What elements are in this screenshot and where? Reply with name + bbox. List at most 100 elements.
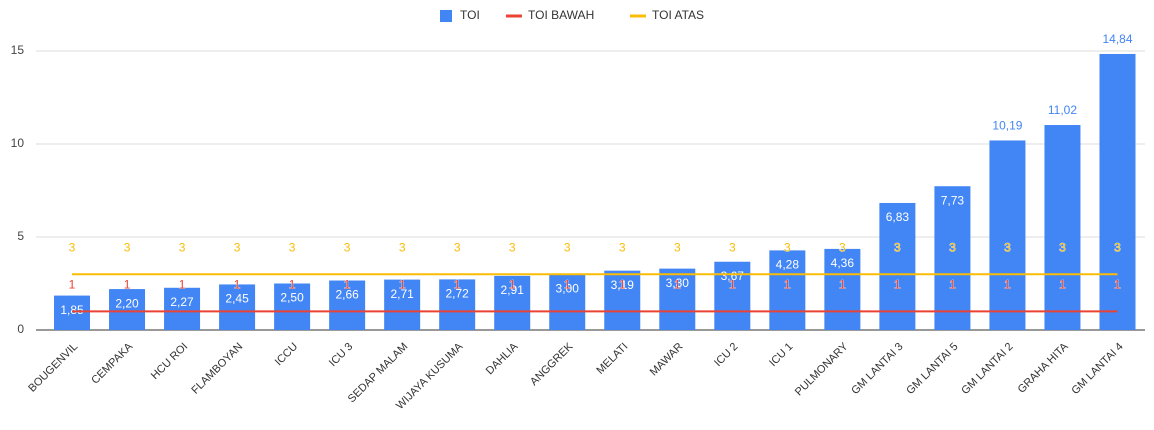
- x-tick-label: CEMPAKA: [89, 340, 135, 386]
- data-label: 1: [454, 278, 461, 292]
- data-label: 2,71: [390, 287, 414, 301]
- data-label: 1: [1004, 278, 1011, 292]
- data-label: 1: [234, 278, 241, 292]
- data-label: 6,83: [886, 210, 910, 224]
- bar: [164, 287, 201, 330]
- bar: [274, 283, 311, 330]
- data-label: 3: [619, 240, 626, 254]
- data-label: 14,84: [1102, 32, 1132, 46]
- data-label: 7,73: [941, 193, 965, 207]
- data-label: 10,19: [992, 119, 1022, 133]
- data-label: 3,00: [556, 281, 580, 295]
- data-label: 2,20: [115, 296, 139, 310]
- bar: [824, 248, 861, 330]
- bar: [549, 274, 586, 330]
- data-label: 3: [564, 240, 571, 254]
- x-tick-label: GM LANTAI 2: [959, 341, 1015, 397]
- data-label: 1: [399, 278, 406, 292]
- data-label: 3: [69, 240, 76, 254]
- bar: [1099, 53, 1136, 330]
- x-tick-label: FLAMBOYAN: [189, 341, 245, 397]
- bar: [714, 261, 751, 330]
- legend-label: TOI BAWAH: [528, 8, 594, 22]
- bar: [604, 270, 641, 330]
- data-label: 1: [894, 278, 901, 292]
- data-label: 11,02: [1048, 103, 1077, 117]
- data-label: 3: [839, 240, 846, 254]
- x-tick-label: BOUGENVIL: [26, 341, 80, 395]
- data-label: 1: [949, 278, 956, 292]
- x-tick-label: GM LANTAI 5: [904, 341, 960, 397]
- bar: [439, 279, 476, 330]
- data-label: 1: [1114, 278, 1121, 292]
- data-label: 3: [1059, 240, 1066, 254]
- data-label: 3,19: [611, 278, 635, 292]
- data-label: 2,91: [501, 283, 525, 297]
- data-label: 3,30: [666, 276, 690, 290]
- y-tick-label: 15: [11, 43, 25, 57]
- x-tick-label: ICU 3: [327, 341, 355, 369]
- data-label: 2,50: [280, 291, 304, 305]
- x-tick-label: GM LANTAI 4: [1069, 341, 1125, 397]
- x-tick-label: ICCU: [273, 341, 301, 369]
- data-label: 3: [509, 240, 516, 254]
- data-label: 1: [1059, 278, 1066, 292]
- legend-swatch: [440, 10, 452, 22]
- data-label: 4,28: [776, 258, 800, 272]
- data-label: 1: [619, 278, 626, 292]
- bar: [934, 186, 971, 330]
- x-tick-label: GM LANTAI 3: [849, 341, 905, 397]
- data-label: 2,45: [225, 292, 249, 306]
- x-tick-label: ANGGREK: [528, 340, 576, 388]
- x-tick-label: ICU 1: [767, 341, 795, 369]
- data-label: 3: [454, 240, 461, 254]
- data-label: 3,67: [721, 269, 745, 283]
- y-tick-label: 5: [17, 229, 24, 243]
- data-label: 3: [399, 240, 406, 254]
- x-tick-label: GRAHA HITA: [1016, 340, 1071, 395]
- data-label: 2,27: [170, 295, 194, 309]
- data-label: 2,66: [335, 288, 359, 302]
- legend-label: TOI ATAS: [652, 8, 704, 22]
- data-label: 3: [1114, 240, 1121, 254]
- x-tick-label: DAHLIA: [484, 340, 521, 377]
- bar: [219, 284, 256, 330]
- data-label: 4,36: [831, 256, 855, 270]
- data-label: 3: [234, 240, 241, 254]
- data-label: 3: [894, 240, 901, 254]
- data-label: 3: [289, 240, 296, 254]
- data-label: 1: [179, 278, 186, 292]
- legend-label: TOI: [460, 8, 480, 22]
- bar: [659, 268, 696, 330]
- data-label: 1,85: [60, 303, 84, 317]
- data-label: 3: [344, 240, 351, 254]
- bar: [54, 295, 91, 330]
- data-label: 1: [564, 278, 571, 292]
- x-tick-label: ICU 2: [712, 341, 740, 369]
- y-tick-label: 10: [11, 136, 25, 150]
- data-label: 1: [289, 278, 296, 292]
- data-label: 3: [784, 240, 791, 254]
- data-label: 1: [784, 278, 791, 292]
- bar: [109, 289, 146, 330]
- data-label: 1: [69, 278, 76, 292]
- data-label: 3: [949, 240, 956, 254]
- bar: [1044, 125, 1081, 330]
- x-tick-label: MELATI: [594, 341, 630, 377]
- data-label: 3: [674, 240, 681, 254]
- data-label: 2,72: [446, 287, 470, 301]
- bar: [494, 275, 531, 330]
- data-label: 3: [179, 240, 186, 254]
- data-label: 3: [1004, 240, 1011, 254]
- data-label: 1: [674, 278, 681, 292]
- data-label: 3: [729, 240, 736, 254]
- x-tick-label: MAWAR: [648, 341, 686, 379]
- data-label: 3: [124, 240, 131, 254]
- data-label: 1: [839, 278, 846, 292]
- data-label: 1: [729, 278, 736, 292]
- bar: [989, 140, 1026, 330]
- y-tick-label: 0: [17, 322, 24, 336]
- data-label: 1: [344, 278, 351, 292]
- bar: [384, 279, 421, 330]
